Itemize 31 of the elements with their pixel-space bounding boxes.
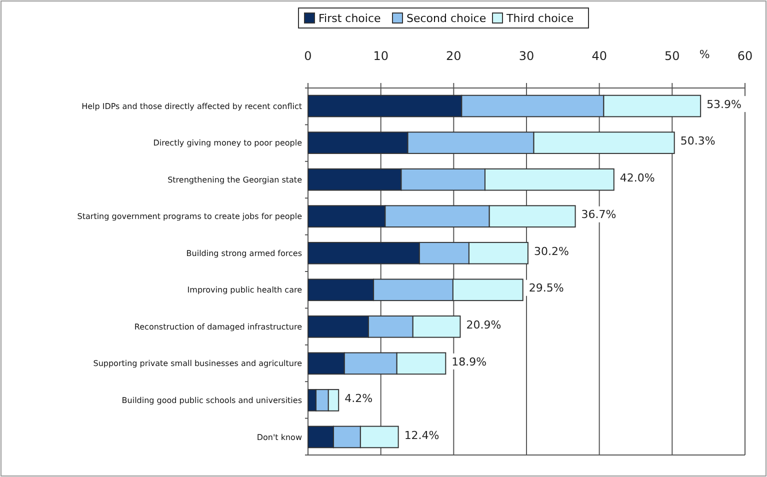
total-label: 50.3% — [680, 134, 716, 148]
total-label: 30.2% — [534, 244, 569, 258]
y-tick-label: Don't know — [256, 432, 302, 442]
x-tick-label: 60 — [737, 49, 753, 63]
y-tick-label: Help IDPs and those directly affected by recent conflict — [82, 102, 302, 111]
y-tick-label: Improving public health care — [187, 286, 302, 295]
x-axis-title: % — [699, 48, 710, 61]
x-tick-label: 0 — [304, 49, 312, 63]
total-label: 36.7% — [581, 208, 616, 222]
legend-label: Third choice — [506, 12, 574, 25]
y-tick-label: Strengthening the Georgian state — [168, 175, 302, 184]
total-label: 4.2% — [344, 392, 373, 406]
total-label: 20.9% — [466, 318, 502, 332]
total-label: 42.0% — [620, 171, 655, 184]
x-tick-label: 10 — [373, 49, 388, 63]
total-label: 29.5% — [528, 282, 564, 295]
y-tick-label: Directly giving money to poor people — [153, 138, 302, 148]
y-tick-label: Reconstruction of damaged infrastructure — [134, 322, 302, 332]
legend-label: Second choice — [406, 12, 486, 25]
x-tick-label: 30 — [518, 49, 534, 63]
x-tick-label: 20 — [446, 49, 462, 63]
total-label: 53.9% — [706, 98, 742, 111]
y-tick-label: Building good public schools and universities — [122, 396, 302, 406]
legend-label: First choice — [318, 12, 381, 25]
x-tick-label: 40 — [592, 49, 607, 63]
y-tick-label: Starting government programs to create jobs for people — [77, 212, 302, 222]
total-label: 12.4% — [404, 428, 440, 442]
x-tick-label: 50 — [664, 49, 680, 63]
y-tick-label: Building strong armed forces — [186, 248, 302, 258]
y-tick-label: Supporting private small businesses and agriculture — [93, 359, 302, 368]
total-label: 18.9% — [452, 355, 487, 368]
